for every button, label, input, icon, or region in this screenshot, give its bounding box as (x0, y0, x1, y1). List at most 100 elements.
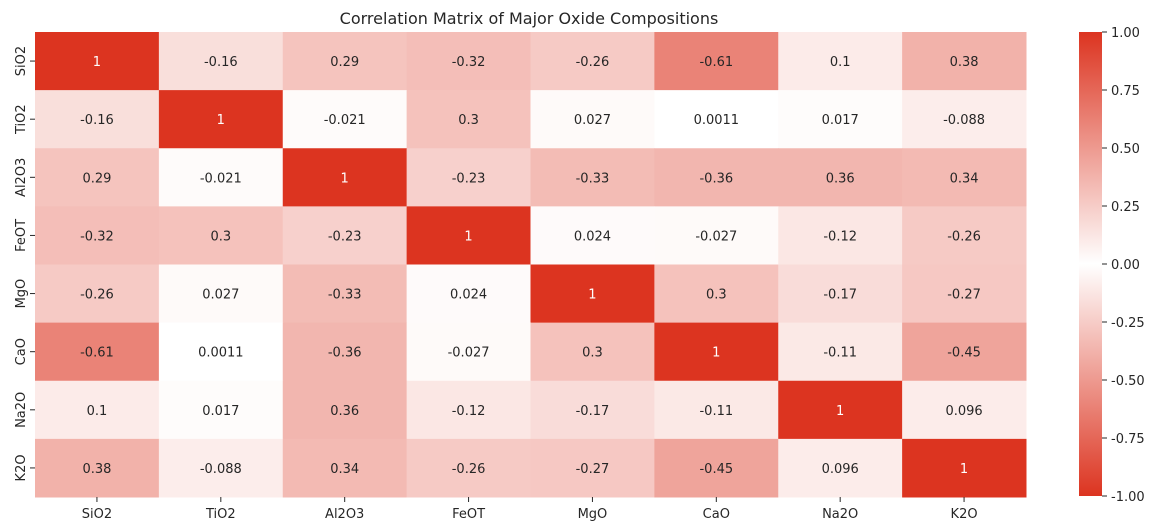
cell-value-label-7-6: 0.096 (822, 462, 859, 477)
cell-value-label-6-4: -0.17 (576, 404, 610, 419)
cell-value-label-1-1: 1 (217, 113, 225, 128)
colorbar-tick-label: -0.50 (1111, 374, 1145, 389)
colorbar-tick-label: 0.00 (1111, 258, 1140, 273)
cell-value-label-5-4: 0.3 (582, 346, 603, 361)
heatmap-cell-6-2 (282, 380, 408, 440)
y-tick-label: Al2O3 (14, 158, 29, 197)
cell-value-label-4-0: -0.26 (80, 288, 114, 303)
heatmap-cell-6-1 (158, 380, 284, 440)
x-tick-label: CaO (703, 507, 730, 522)
cell-value-label-4-6: -0.17 (823, 288, 857, 303)
heatmap-cell-7-2 (282, 438, 408, 498)
x-tick-label: FeOT (452, 507, 485, 522)
x-tick-label: TiO2 (205, 507, 236, 522)
heatmap-cell-6-0 (35, 380, 160, 440)
cell-value-label-0-6: 0.1 (830, 55, 851, 70)
cell-value-label-0-2: 0.29 (330, 55, 359, 70)
heatmap-cell-7-3 (406, 438, 531, 498)
cell-value-label-4-2: -0.33 (328, 288, 362, 303)
cell-value-label-3-7: -0.26 (947, 229, 981, 244)
heatmap-cell-7-6 (778, 438, 903, 498)
chart-title: Correlation Matrix of Major Oxide Compos… (340, 9, 719, 28)
heatmap-cell-1-7 (902, 90, 1027, 149)
cell-value-label-4-3: 0.024 (450, 288, 487, 303)
heatmap-cell-6-5 (654, 380, 779, 440)
heatmap-cell-3-6 (778, 206, 903, 265)
heatmap-cell-6-6 (778, 380, 903, 440)
heatmap-cell-4-4 (530, 264, 655, 324)
x-tick-label: K2O (951, 507, 978, 522)
heatmap-cell-3-0 (35, 206, 160, 265)
cell-value-label-7-0: 0.38 (82, 462, 111, 477)
cell-value-label-3-2: -0.23 (328, 229, 362, 244)
x-tick-label: Al2O3 (325, 507, 364, 522)
heatmap-cell-2-4 (530, 148, 655, 207)
heatmap-cell-7-7 (902, 438, 1027, 498)
heatmap-cell-2-6 (778, 148, 903, 207)
heatmap-cell-2-2 (282, 148, 408, 207)
heatmap-cell-5-1 (158, 322, 284, 382)
cell-value-label-7-7: 1 (960, 462, 968, 477)
cell-value-label-4-5: 0.3 (706, 288, 727, 303)
cell-value-label-5-2: -0.36 (328, 346, 362, 361)
cell-value-label-3-6: -0.12 (823, 229, 857, 244)
cell-value-label-2-7: 0.34 (950, 171, 979, 186)
cell-value-label-0-0: 1 (93, 55, 101, 70)
cell-value-label-6-0: 0.1 (87, 404, 108, 419)
colorbar-tick-label: -0.75 (1111, 432, 1145, 447)
cell-value-label-1-5: 0.0011 (694, 113, 740, 128)
heatmap-cell-0-6 (778, 32, 903, 91)
colorbar-tick-label: 0.25 (1111, 200, 1140, 215)
cell-value-label-1-4: 0.027 (574, 113, 611, 128)
cell-value-label-6-5: -0.11 (699, 404, 733, 419)
heatmap-cell-5-5 (654, 322, 779, 382)
heatmap-cell-4-6 (778, 264, 903, 324)
cell-value-label-7-2: 0.34 (330, 462, 359, 477)
heatmap-cell-7-0 (35, 438, 160, 498)
colorbar-tick-label: 1.00 (1111, 26, 1140, 41)
cell-value-label-5-1: 0.0011 (198, 346, 244, 361)
cell-value-label-3-3: 1 (464, 229, 472, 244)
cell-value-label-5-0: -0.61 (80, 346, 114, 361)
y-tick-label: MgO (14, 279, 29, 309)
heatmap-cell-2-7 (902, 148, 1027, 207)
heatmap-cell-5-7 (902, 322, 1027, 382)
cell-value-label-2-3: -0.23 (452, 171, 486, 186)
heatmap-cell-7-5 (654, 438, 779, 498)
heatmap-cell-6-7 (902, 380, 1027, 440)
heatmap-cell-5-6 (778, 322, 903, 382)
heatmap-cell-3-4 (530, 206, 655, 265)
x-axis-ticks: SiO2 TiO2 Al2O3 FeOT MgO CaO Na2O K2O (82, 497, 978, 522)
heatmap-cell-0-5 (654, 32, 779, 91)
cell-value-label-1-0: -0.16 (80, 113, 114, 128)
cell-value-label-5-3: -0.027 (448, 346, 490, 361)
heatmap-cell-1-2 (282, 90, 408, 149)
cell-value-label-5-7: -0.45 (947, 346, 981, 361)
heatmap-cell-3-3 (406, 206, 531, 265)
heatmap-cell-2-1 (158, 148, 284, 207)
y-tick-label: Na2O (14, 392, 29, 428)
cell-value-label-0-5: -0.61 (699, 55, 733, 70)
heatmap-cell-4-2 (282, 264, 408, 324)
cell-value-label-6-1: 0.017 (202, 404, 239, 419)
cell-value-label-6-7: 0.096 (945, 404, 982, 419)
colorbar-tick-label: 0.50 (1111, 142, 1140, 157)
heatmap-cell-0-4 (530, 32, 655, 91)
heatmap-cell-0-7 (902, 32, 1027, 91)
colorbar-tick-label: -0.25 (1111, 316, 1145, 331)
x-tick-label: MgO (578, 507, 608, 522)
heatmap-cell-1-3 (406, 90, 531, 149)
y-tick-label: CaO (14, 338, 29, 365)
heatmap-cell-1-4 (530, 90, 655, 149)
heatmap-cell-3-5 (654, 206, 779, 265)
heatmap-cell-5-3 (406, 322, 531, 382)
x-tick-label: Na2O (822, 507, 858, 522)
heatmap-cell-2-5 (654, 148, 779, 207)
heatmap-cell-5-0 (35, 322, 160, 382)
heatmap-cells: 1 -0.16 0.29 -0.32 -0.26 -0.61 0.1 0.38 -0.16 1 -0… (35, 32, 1027, 498)
heatmap-cell-4-5 (654, 264, 779, 324)
heatmap-cell-5-4 (530, 322, 655, 382)
heatmap-cell-1-5 (654, 90, 779, 149)
heatmap-cell-3-2 (282, 206, 408, 265)
